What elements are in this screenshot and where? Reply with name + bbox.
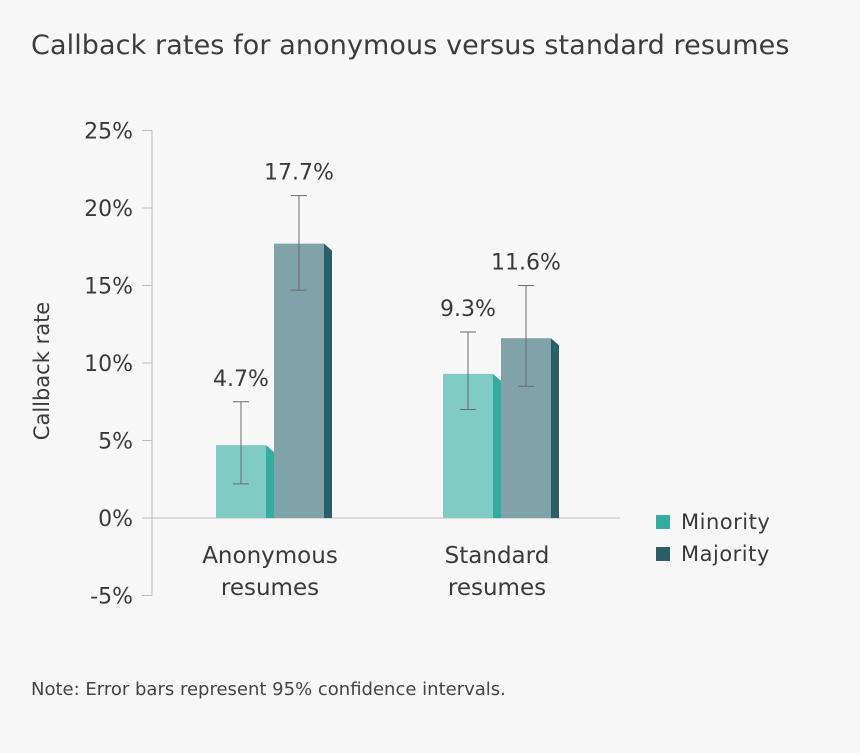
y-axis: 25% 20% 15% 10% 5% 0% -5% Callback rate bbox=[30, 120, 620, 610]
data-label: 4.7% bbox=[213, 367, 269, 392]
data-label: 11.6% bbox=[491, 251, 561, 276]
legend-swatch-minority bbox=[656, 515, 670, 529]
y-tick-label: 10% bbox=[84, 352, 133, 377]
category-label: Anonymous bbox=[202, 543, 338, 569]
bar-side-majority bbox=[551, 338, 559, 518]
y-tick-label: 5% bbox=[98, 430, 133, 455]
y-axis-label: Callback rate bbox=[30, 302, 54, 440]
data-label: 17.7% bbox=[264, 161, 334, 186]
chart-title: Callback rates for anonymous versus stan… bbox=[31, 30, 790, 61]
category-label: Standard bbox=[445, 543, 550, 569]
legend-swatch-majority bbox=[656, 547, 670, 561]
category-labels: Anonymous resumes Standard resumes bbox=[202, 543, 549, 601]
error-bars bbox=[233, 195, 534, 485]
category-label: resumes bbox=[221, 575, 319, 601]
category-label: resumes bbox=[448, 575, 546, 601]
data-label: 9.3% bbox=[440, 297, 496, 322]
y-tick-label: 15% bbox=[84, 275, 133, 300]
bar-side-majority bbox=[324, 243, 332, 518]
data-labels: 4.7% 17.7% 9.3% 11.6% bbox=[213, 161, 561, 392]
y-tick-label: 20% bbox=[84, 197, 133, 222]
y-tick-label: -5% bbox=[90, 585, 133, 610]
bar-side-minority bbox=[493, 373, 501, 518]
bars bbox=[216, 243, 559, 518]
legend-label-minority: Minority bbox=[681, 510, 770, 534]
y-tick-label: 25% bbox=[84, 120, 133, 145]
y-tick-label: 0% bbox=[98, 507, 133, 532]
footnote: Note: Error bars represent 95% confidenc… bbox=[31, 679, 506, 700]
bar-side-minority bbox=[266, 445, 274, 518]
legend-label-majority: Majority bbox=[681, 542, 770, 566]
legend: Minority Majority bbox=[656, 510, 770, 566]
